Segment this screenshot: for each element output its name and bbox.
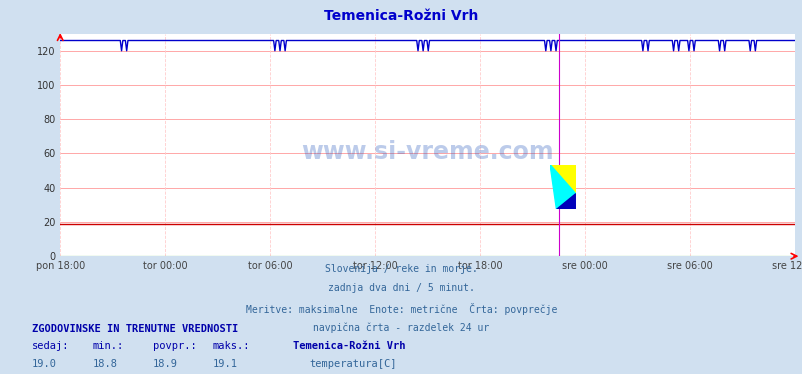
Text: min.:: min.: — [92, 341, 124, 352]
Text: 19.0: 19.0 — [32, 359, 57, 370]
Text: 18.8: 18.8 — [92, 359, 117, 370]
Text: zadnja dva dni / 5 minut.: zadnja dva dni / 5 minut. — [328, 283, 474, 293]
Polygon shape — [549, 165, 575, 209]
Text: navpična črta - razdelek 24 ur: navpična črta - razdelek 24 ur — [313, 322, 489, 332]
Polygon shape — [549, 165, 575, 194]
Text: Slovenija / reke in morje.: Slovenija / reke in morje. — [325, 264, 477, 274]
Text: www.si-vreme.com: www.si-vreme.com — [301, 140, 553, 163]
Text: Temenica-Rožni Vrh: Temenica-Rožni Vrh — [324, 9, 478, 23]
Text: povpr.:: povpr.: — [152, 341, 196, 352]
Text: 18.9: 18.9 — [152, 359, 177, 370]
Polygon shape — [556, 194, 575, 209]
Text: ZGODOVINSKE IN TRENUTNE VREDNOSTI: ZGODOVINSKE IN TRENUTNE VREDNOSTI — [32, 324, 238, 334]
Text: Temenica-Rožni Vrh: Temenica-Rožni Vrh — [293, 341, 405, 352]
Text: maks.:: maks.: — [213, 341, 250, 352]
Text: Meritve: maksimalne  Enote: metrične  Črta: povprečje: Meritve: maksimalne Enote: metrične Črta… — [245, 303, 557, 315]
Text: sedaj:: sedaj: — [32, 341, 70, 352]
Text: temperatura[C]: temperatura[C] — [309, 359, 396, 370]
Text: 19.1: 19.1 — [213, 359, 237, 370]
